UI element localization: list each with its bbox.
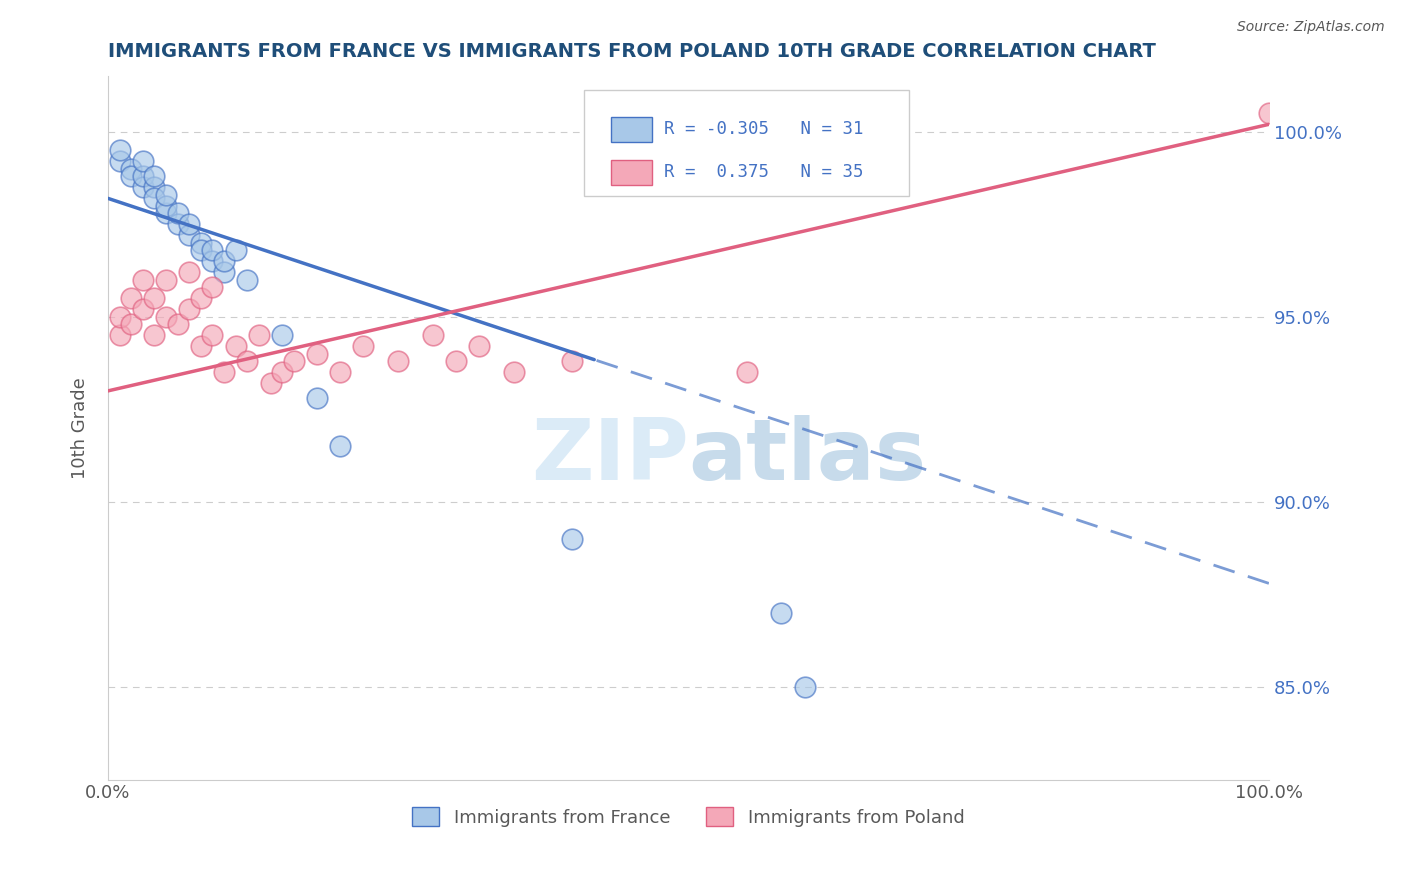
Point [201, 254, 224, 268]
Point [190, 291, 212, 305]
Point [305, 347, 328, 361]
Point [283, 354, 305, 368]
Point [422, 328, 444, 343]
Point [166, 206, 188, 220]
Point [225, 243, 247, 257]
Point [155, 310, 177, 324]
Point [225, 339, 247, 353]
Point [166, 318, 188, 332]
Point [190, 235, 212, 250]
Point [201, 280, 224, 294]
Point [329, 365, 352, 379]
Point [468, 339, 491, 353]
FancyBboxPatch shape [610, 117, 652, 142]
Point [1258, 106, 1281, 120]
Point [387, 354, 409, 368]
Point [108, 328, 131, 343]
Point [132, 180, 155, 194]
Point [561, 354, 583, 368]
Point [201, 328, 224, 343]
Point [305, 392, 328, 406]
Point [247, 328, 270, 343]
Point [201, 243, 224, 257]
Text: IMMIGRANTS FROM FRANCE VS IMMIGRANTS FROM POLAND 10TH GRADE CORRELATION CHART: IMMIGRANTS FROM FRANCE VS IMMIGRANTS FRO… [108, 42, 1156, 61]
Point [155, 206, 177, 220]
Point [503, 365, 526, 379]
Point [120, 291, 142, 305]
Point [155, 273, 177, 287]
FancyBboxPatch shape [583, 90, 910, 195]
Point [120, 169, 142, 183]
Point [132, 302, 155, 317]
Point [259, 376, 281, 391]
Point [446, 354, 468, 368]
Point [770, 606, 793, 620]
Text: R =  0.375   N = 35: R = 0.375 N = 35 [664, 163, 863, 181]
Point [143, 191, 166, 205]
Point [108, 154, 131, 169]
Point [212, 254, 235, 268]
Point [561, 532, 583, 546]
Point [212, 265, 235, 279]
Point [132, 154, 155, 169]
Point [120, 161, 142, 176]
Point [108, 310, 131, 324]
Point [155, 199, 177, 213]
Point [793, 680, 815, 694]
Point [352, 339, 374, 353]
Point [190, 243, 212, 257]
Point [236, 354, 259, 368]
Point [179, 302, 201, 317]
Point [120, 318, 142, 332]
Point [212, 365, 235, 379]
Point [132, 169, 155, 183]
Text: atlas: atlas [689, 415, 927, 498]
Point [143, 169, 166, 183]
Point [179, 217, 201, 231]
Point [190, 339, 212, 353]
Point [155, 187, 177, 202]
Point [143, 328, 166, 343]
Legend: Immigrants from France, Immigrants from Poland: Immigrants from France, Immigrants from … [405, 800, 972, 834]
Point [179, 228, 201, 243]
Point [735, 365, 758, 379]
Point [143, 291, 166, 305]
Text: R = -0.305   N = 31: R = -0.305 N = 31 [664, 120, 863, 138]
Text: Source: ZipAtlas.com: Source: ZipAtlas.com [1237, 20, 1385, 34]
Point [179, 265, 201, 279]
Point [236, 273, 259, 287]
Point [108, 143, 131, 157]
FancyBboxPatch shape [610, 160, 652, 185]
Text: ZIP: ZIP [530, 415, 689, 498]
Point [143, 180, 166, 194]
Point [166, 217, 188, 231]
Point [271, 328, 294, 343]
Point [132, 273, 155, 287]
Point [329, 439, 352, 453]
Point [271, 365, 294, 379]
Y-axis label: 10th Grade: 10th Grade [72, 377, 89, 479]
